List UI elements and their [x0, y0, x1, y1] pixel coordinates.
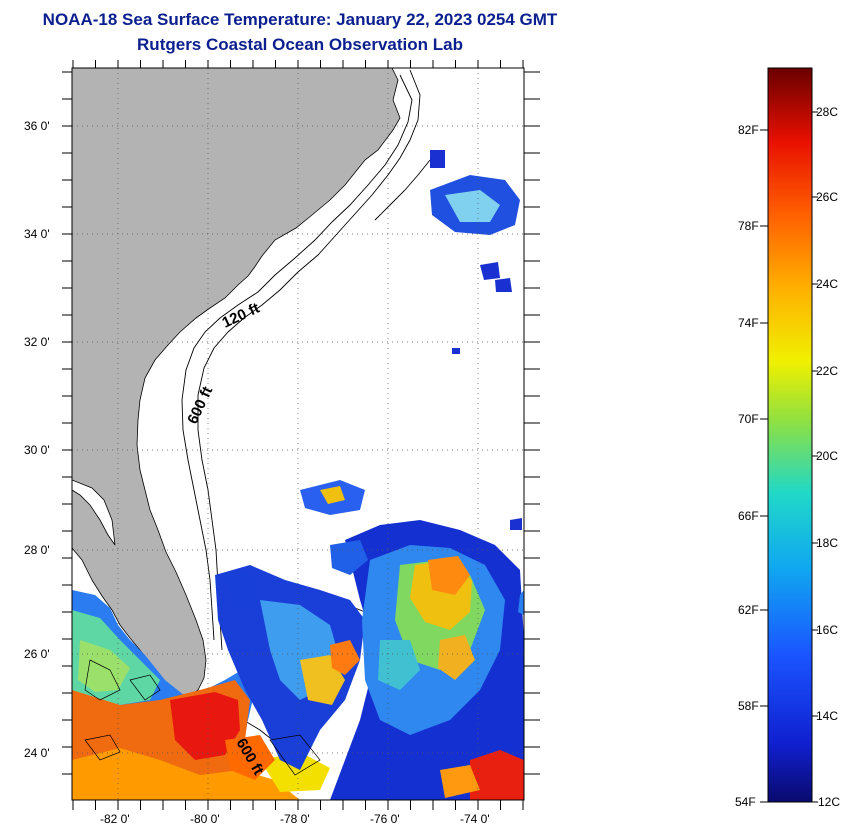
colorbar-label-28c: 28C [816, 105, 838, 119]
colorbar-label-20c: 20C [816, 449, 838, 463]
colorbar-label-12c: 12C [818, 795, 840, 809]
sst-data-layer [72, 150, 524, 800]
colorbar-label-18c: 18C [816, 536, 838, 550]
colorbar-label-62f: 62F [738, 603, 759, 617]
lat-label-34: 34 0' [24, 227, 50, 241]
map-subtitle: Rutgers Coastal Ocean Observation Lab [137, 35, 463, 54]
lon-label-76: -76 0' [370, 812, 400, 826]
colorbar-ticks [760, 111, 818, 803]
lat-label-30: 30 0' [24, 443, 50, 457]
map-panel: 120 ft 600 ft 600 ft [72, 68, 524, 800]
map-title: NOAA-18 Sea Surface Temperature: January… [42, 10, 558, 29]
lat-label-32: 32 0' [24, 335, 50, 349]
data-contours [84, 659, 321, 776]
colorbar-label-74f: 74F [738, 316, 759, 330]
colorbar-gradient [767, 67, 813, 803]
lon-label-80: -80 0' [190, 812, 220, 826]
map-graticule [72, 68, 524, 800]
lon-label-82: -82 0' [100, 812, 130, 826]
colorbar-label-26c: 26C [816, 190, 838, 204]
colorbar-label-54f: 54F [735, 795, 756, 809]
lon-label-78: -78 0' [280, 812, 310, 826]
latitude-labels: 36 0' 34 0' 32 0' 30 0' 28 0' 26 0' 24 0… [24, 119, 50, 760]
colorbar-label-22c: 22C [816, 364, 838, 378]
colorbar-label-70f: 70F [738, 412, 759, 426]
map-ticks [62, 60, 540, 810]
colorbar-label-78f: 78F [738, 219, 759, 233]
longitude-labels: -82 0' -80 0' -78 0' -76 0' -74 0' [100, 812, 490, 826]
colorbar-label-82f: 82F [738, 123, 759, 137]
land-mainland [72, 68, 401, 697]
colorbar-label-58f: 58F [738, 699, 759, 713]
colorbar-label-24c: 24C [816, 277, 838, 291]
lat-label-26: 26 0' [24, 647, 50, 661]
lon-label-74: -74 0' [460, 812, 490, 826]
colorbar-label-14c: 14C [816, 709, 838, 723]
lat-label-28: 28 0' [24, 543, 50, 557]
colorbar-label-66f: 66F [738, 509, 759, 523]
lat-label-24: 24 0' [24, 746, 50, 760]
colorbar-label-16c: 16C [816, 623, 838, 637]
lat-label-36: 36 0' [24, 119, 50, 133]
colorbar: 82F 78F 74F 70F 66F 62F 58F 54F 28C 26C … [735, 67, 840, 809]
